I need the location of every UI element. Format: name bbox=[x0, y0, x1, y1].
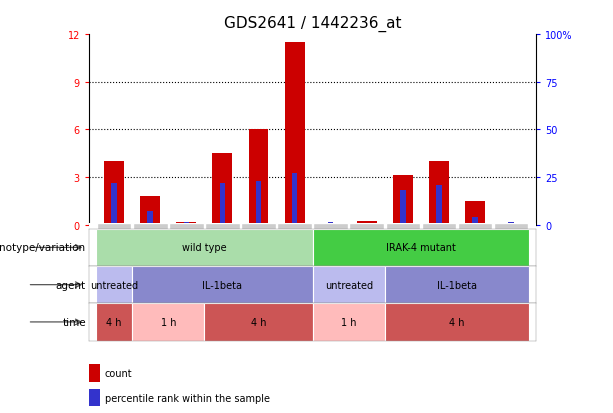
Text: 1 h: 1 h bbox=[161, 317, 176, 327]
Bar bbox=[385, 266, 529, 304]
Text: GSM156802: GSM156802 bbox=[398, 244, 408, 290]
Bar bbox=[219, 183, 225, 225]
Text: IL-1beta: IL-1beta bbox=[437, 280, 477, 290]
Bar bbox=[393, 176, 413, 225]
Text: untreated: untreated bbox=[90, 280, 138, 290]
Text: GSM156797: GSM156797 bbox=[218, 244, 227, 291]
FancyBboxPatch shape bbox=[386, 224, 420, 299]
Text: GSM156795: GSM156795 bbox=[146, 244, 154, 291]
FancyBboxPatch shape bbox=[277, 224, 312, 299]
Bar bbox=[140, 197, 160, 225]
FancyBboxPatch shape bbox=[458, 224, 492, 299]
Bar bbox=[364, 223, 370, 225]
Bar bbox=[213, 154, 232, 225]
Bar bbox=[465, 201, 485, 225]
Text: GSM156805: GSM156805 bbox=[506, 244, 516, 291]
Bar bbox=[89, 389, 100, 406]
Text: GSM156804: GSM156804 bbox=[471, 244, 479, 291]
Bar bbox=[400, 191, 406, 225]
Bar bbox=[313, 266, 385, 304]
FancyBboxPatch shape bbox=[422, 224, 456, 299]
Bar bbox=[501, 223, 521, 225]
Bar bbox=[429, 162, 449, 225]
FancyBboxPatch shape bbox=[494, 224, 528, 299]
Text: GSM156800: GSM156800 bbox=[326, 244, 335, 291]
Text: count: count bbox=[105, 368, 132, 378]
Text: IL-1beta: IL-1beta bbox=[202, 280, 242, 290]
Bar bbox=[249, 130, 268, 225]
Text: IRAK-4 mutant: IRAK-4 mutant bbox=[386, 243, 456, 253]
Text: percentile rank within the sample: percentile rank within the sample bbox=[105, 393, 270, 403]
Bar bbox=[321, 223, 341, 225]
Bar bbox=[148, 212, 153, 225]
Text: GSM156801: GSM156801 bbox=[362, 244, 371, 290]
Title: GDS2641 / 1442236_at: GDS2641 / 1442236_at bbox=[224, 16, 402, 32]
Text: GSM156803: GSM156803 bbox=[435, 244, 443, 291]
Bar bbox=[508, 222, 514, 225]
Bar bbox=[104, 162, 124, 225]
Text: 4 h: 4 h bbox=[107, 317, 122, 327]
Bar bbox=[96, 229, 313, 266]
Bar bbox=[112, 183, 117, 225]
FancyBboxPatch shape bbox=[349, 224, 384, 299]
FancyBboxPatch shape bbox=[205, 224, 240, 299]
Text: genotype/variation: genotype/variation bbox=[0, 243, 86, 253]
Bar bbox=[183, 222, 189, 225]
Bar bbox=[385, 304, 529, 341]
Bar bbox=[436, 185, 442, 225]
Text: 4 h: 4 h bbox=[449, 317, 465, 327]
Bar bbox=[313, 304, 385, 341]
Text: GSM156799: GSM156799 bbox=[290, 244, 299, 291]
FancyBboxPatch shape bbox=[97, 224, 131, 299]
Bar bbox=[132, 304, 204, 341]
Text: GSM155304: GSM155304 bbox=[110, 244, 119, 291]
Text: time: time bbox=[62, 317, 86, 327]
Bar bbox=[313, 229, 529, 266]
Bar bbox=[204, 304, 313, 341]
FancyBboxPatch shape bbox=[313, 224, 348, 299]
Bar bbox=[328, 222, 333, 225]
Text: GSM156796: GSM156796 bbox=[182, 244, 191, 291]
Bar bbox=[132, 266, 313, 304]
FancyBboxPatch shape bbox=[133, 224, 167, 299]
Bar bbox=[96, 304, 132, 341]
Text: wild type: wild type bbox=[182, 243, 227, 253]
FancyBboxPatch shape bbox=[169, 224, 204, 299]
Text: 4 h: 4 h bbox=[251, 317, 266, 327]
Bar bbox=[292, 174, 297, 225]
Text: agent: agent bbox=[56, 280, 86, 290]
FancyBboxPatch shape bbox=[241, 224, 276, 299]
Bar bbox=[472, 218, 478, 225]
Bar bbox=[256, 181, 261, 225]
Text: GSM156798: GSM156798 bbox=[254, 244, 263, 291]
Bar bbox=[177, 223, 196, 225]
Bar bbox=[284, 43, 305, 225]
Text: 1 h: 1 h bbox=[341, 317, 357, 327]
Bar bbox=[89, 364, 100, 382]
Text: untreated: untreated bbox=[325, 280, 373, 290]
Bar bbox=[96, 266, 132, 304]
Bar bbox=[357, 221, 376, 225]
